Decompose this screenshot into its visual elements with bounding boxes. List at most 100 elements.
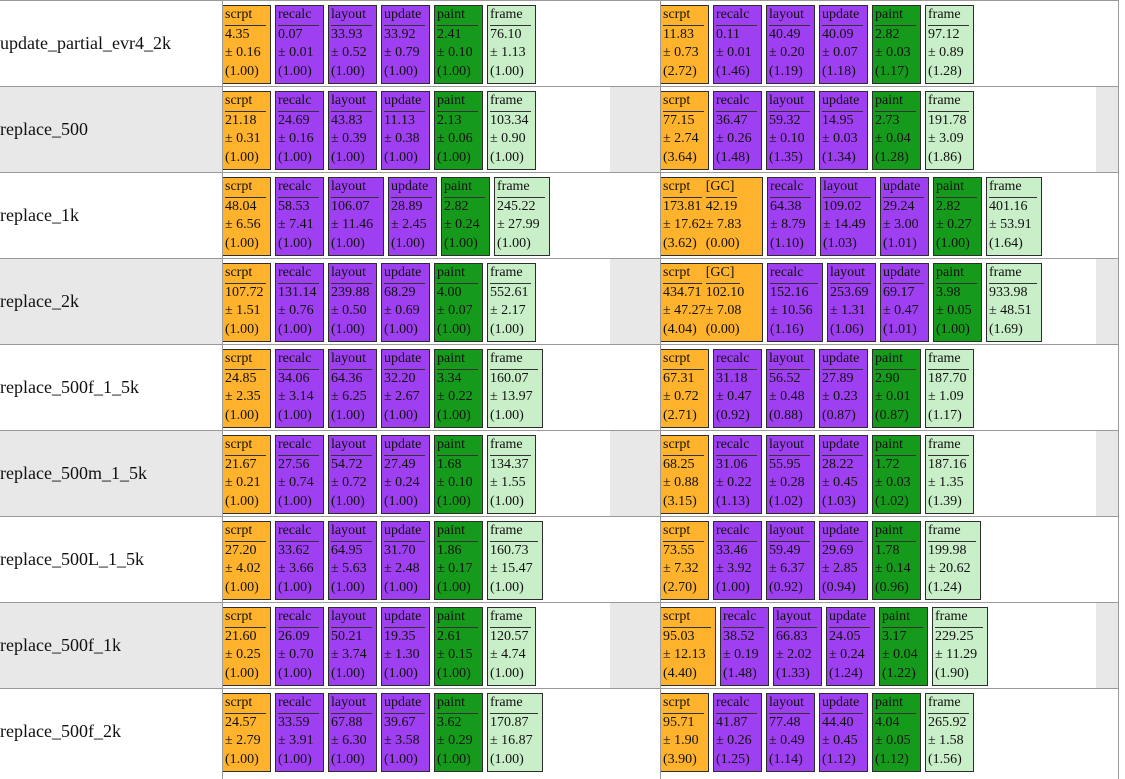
metric-value: 3.98 <box>936 284 961 300</box>
metric-cell-frame: frame 401.16 ± 53.91 (1.64) <box>986 177 1042 256</box>
metric-label: scrpt <box>225 6 266 26</box>
metric-error: ± 3.92 <box>716 561 752 576</box>
metric-ratio: (1.00) <box>225 321 259 337</box>
metric-value: 3.34 <box>437 370 462 386</box>
metric-cell-scrpt: scrpt 95.03 ± 12.13 (4.40) <box>660 607 716 686</box>
metric-error: ± 48.51 <box>989 303 1032 318</box>
metric-value: 160.07 <box>490 370 529 386</box>
metric-ratio: (1.24) <box>829 665 863 681</box>
metric-cell-update: update 69.17 ± 0.47 (1.01) <box>880 263 929 342</box>
metric-value: 2.90 <box>875 370 900 386</box>
metric-label: scrpt <box>663 608 711 628</box>
metric-error: ± 12.13 <box>663 647 706 662</box>
metric-cell-layout: layout 59.32 ± 0.10 (1.35) <box>766 91 815 170</box>
metric-error: ± 0.19 <box>723 647 759 662</box>
metric-value: 103.34 <box>490 112 529 128</box>
metric-value: 40.49 <box>769 26 801 42</box>
metric-ratio: (1.00) <box>936 321 970 337</box>
metric-label: layout <box>331 436 372 456</box>
metric-ratio: (1.02) <box>875 493 909 509</box>
metric-error: ± 0.04 <box>875 131 911 146</box>
metric-value: 21.60 <box>225 628 257 644</box>
metric-error: ± 0.89 <box>928 45 964 60</box>
column-divider <box>660 0 661 779</box>
metric-label: recalc <box>716 436 757 456</box>
metric-label: scrpt <box>225 178 266 198</box>
metric-cell-scrpt: scrpt 21.18 ± 0.31 (1.00) <box>222 91 271 170</box>
metric-label: recalc <box>716 694 757 714</box>
metric-ratio: (1.00) <box>331 149 365 165</box>
metric-ratio: (0.92) <box>769 579 803 595</box>
gc-column: [GC] 102.10 ± 7.08 (0.00) <box>705 264 744 339</box>
metric-error: ± 0.25 <box>225 647 261 662</box>
metric-ratio: (1.00) <box>278 407 312 423</box>
metric-error: ± 0.88 <box>663 475 699 490</box>
metric-ratio: (1.00) <box>225 63 259 79</box>
metric-ratio: (1.00) <box>437 493 471 509</box>
gc-error: ± 7.83 <box>705 217 742 232</box>
metric-cell-frame: frame 265.92 ± 1.58 (1.56) <box>925 693 974 772</box>
metric-cell-scrpt: scrpt 4.35 ± 0.16 (1.00) <box>222 5 271 84</box>
baseline-cells: scrpt 21.67 ± 0.21 (1.00) recalc 27.56 ± 0.74 (… <box>222 431 610 516</box>
metric-error: ± 2.02 <box>776 647 812 662</box>
metric-value: 27.89 <box>822 370 854 386</box>
metric-ratio: (1.00) <box>331 235 365 251</box>
metric-cell-scrpt: scrpt 11.83 ± 0.73 (2.72) <box>660 5 709 84</box>
metric-value: 170.87 <box>490 714 529 730</box>
metric-label: paint <box>437 608 478 628</box>
metric-cell-frame: frame 187.16 ± 1.35 (1.39) <box>925 435 974 514</box>
metric-cell-scrpt: scrpt 48.04 ± 6.56 (1.00) <box>222 177 271 256</box>
metric-ratio: (1.86) <box>928 149 962 165</box>
metric-label: paint <box>936 178 977 198</box>
metric-ratio: (1.00) <box>384 321 418 337</box>
metric-error: ± 0.47 <box>883 303 919 318</box>
metric-label: frame <box>928 6 969 26</box>
metric-value: 245.22 <box>497 198 536 214</box>
metric-value: 401.16 <box>989 198 1028 214</box>
metric-ratio: (1.46) <box>716 63 750 79</box>
row-name: replace_500m_1_5k <box>0 463 147 483</box>
metric-error: ± 0.38 <box>384 131 420 146</box>
metric-error: ± 2.79 <box>225 733 261 748</box>
metric-label: recalc <box>278 436 319 456</box>
metric-cell-paint: paint 2.41 ± 0.10 (1.00) <box>434 5 483 84</box>
metric-ratio: (1.39) <box>928 493 962 509</box>
metric-label: recalc <box>278 6 319 26</box>
metric-value: 95.71 <box>663 714 695 730</box>
metric-label: recalc <box>770 264 818 284</box>
metric-label: scrpt <box>225 264 266 284</box>
metric-cell-scrpt: scrpt 77.15 ± 2.74 (3.64) <box>660 91 709 170</box>
metric-cell-scrpt: scrpt 173.81 ± 17.62 (3.62) [GC] 42.19 ± 7.83 (… <box>660 177 763 256</box>
metric-cell-recalc: recalc 24.69 ± 0.16 (1.00) <box>275 91 324 170</box>
metric-value: 68.29 <box>384 284 416 300</box>
metric-error: ± 13.97 <box>490 389 533 404</box>
metric-label: layout <box>830 264 871 284</box>
metric-label: scrpt <box>663 6 704 26</box>
metric-error: ± 3.58 <box>384 733 420 748</box>
metric-value: 41.87 <box>716 714 748 730</box>
metric-error: ± 14.49 <box>823 217 866 232</box>
metric-value: 66.83 <box>776 628 808 644</box>
metric-error: ± 0.07 <box>437 303 473 318</box>
metric-ratio: (1.00) <box>225 149 259 165</box>
metric-error: ± 2.45 <box>391 217 427 232</box>
metric-label: frame <box>497 178 545 198</box>
metric-value: 1.68 <box>437 456 462 472</box>
metric-value: 58.53 <box>278 198 310 214</box>
metric-label: recalc <box>716 92 757 112</box>
metric-label: paint <box>875 350 916 370</box>
metric-value: 33.62 <box>278 542 310 558</box>
metric-error: ± 0.01 <box>875 389 911 404</box>
metric-cell-paint: paint 2.82 ± 0.27 (1.00) <box>933 177 982 256</box>
metric-value: 40.09 <box>822 26 854 42</box>
metric-ratio: (1.16) <box>770 321 804 337</box>
metric-value: 36.47 <box>716 112 748 128</box>
metric-value: 67.88 <box>331 714 363 730</box>
table-row: replace_500f_1k scrpt 21.60 ± 0.25 (1.00) rec… <box>0 602 1118 688</box>
metric-error: ± 0.24 <box>444 217 480 232</box>
metric-error: ± 0.07 <box>822 45 858 60</box>
metric-label: frame <box>490 608 531 628</box>
metric-label: scrpt <box>663 92 704 112</box>
metric-label: recalc <box>278 522 319 542</box>
metric-cell-recalc: recalc 0.07 ± 0.01 (1.00) <box>275 5 324 84</box>
